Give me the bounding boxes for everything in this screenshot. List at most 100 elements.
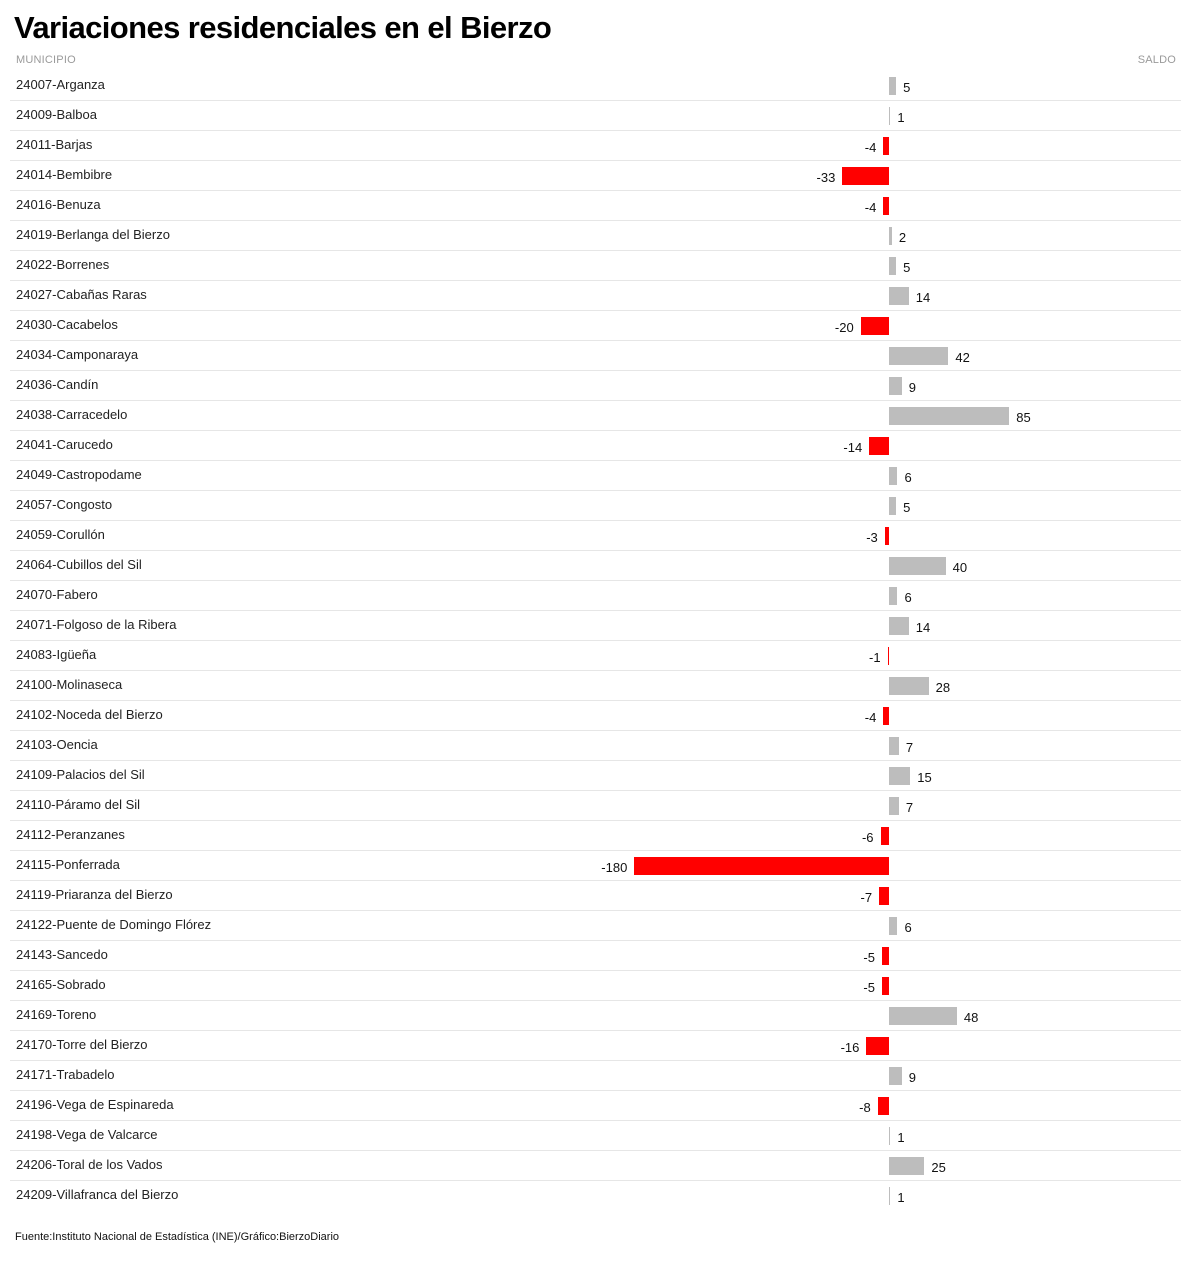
- municipio-label: 24016-Benuza: [16, 197, 101, 212]
- municipio-label: 24011-Barjas: [16, 137, 93, 152]
- bar-value-label: 1: [897, 1130, 905, 1145]
- municipio-label: 24027-Cabañas Raras: [16, 287, 147, 302]
- bar: [889, 257, 897, 275]
- saldo-column-header: SALDO: [1137, 54, 1176, 66]
- table-row: 24110-Páramo del Sil 7: [10, 791, 1181, 821]
- bar: [889, 917, 898, 935]
- bar: [889, 767, 911, 785]
- table-row: 24209-Villafranca del Bierzo 1: [10, 1181, 1181, 1211]
- bar: [881, 947, 889, 965]
- bar: [889, 107, 891, 125]
- municipio-label: 24206-Toral de los Vados: [16, 1157, 163, 1172]
- bar-value-label: 9: [908, 1070, 916, 1085]
- municipio-label: 24171-Trabadelo: [16, 1067, 115, 1082]
- table-row: 24198-Vega de Valcarce 1: [10, 1121, 1181, 1151]
- bar-value-label: 5: [903, 80, 911, 95]
- table-row: 24057-Congosto 5: [10, 491, 1181, 521]
- bar: [889, 737, 899, 755]
- municipio-label: 24165-Sobrado: [16, 977, 106, 992]
- bar-value-label: 7: [905, 740, 914, 755]
- table-row: 24022-Borrenes 5: [10, 251, 1181, 281]
- municipio-label: 24034-Camponaraya: [16, 347, 139, 362]
- municipio-label: 24209-Villafranca del Bierzo: [16, 1187, 179, 1202]
- table-row: 24169-Toreno 48: [10, 1001, 1181, 1031]
- bar-value-label: 1: [897, 110, 905, 125]
- bar-value-label: 6: [904, 590, 912, 605]
- municipio-label: 24143-Sancedo: [16, 947, 108, 962]
- municipio-label: 24059-Corullón: [16, 527, 105, 542]
- table-row: 24019-Berlanga del Bierzo 2: [10, 221, 1181, 251]
- table-row: 24070-Fabero 6: [10, 581, 1181, 611]
- municipio-label: 24071-Folgoso de la Ribera: [16, 617, 177, 632]
- bar: [889, 1007, 957, 1025]
- table-row: 24064-Cubillos del Sil 40: [10, 551, 1181, 581]
- table-row: 24014-Bembibre -33: [10, 161, 1181, 191]
- table-row: 24036-Candín 9: [10, 371, 1181, 401]
- municipio-label: 24007-Arganza: [16, 77, 105, 92]
- bar-value-label: -4: [864, 140, 877, 155]
- bar: [877, 1097, 889, 1115]
- bar-value-label: 85: [1016, 410, 1031, 425]
- bar: [883, 707, 889, 725]
- bar-value-label: -5: [863, 980, 875, 995]
- bar: [889, 77, 897, 95]
- municipio-label: 24064-Cubillos del Sil: [16, 557, 142, 572]
- municipio-label: 24038-Carracedelo: [16, 407, 128, 422]
- table-row: 24143-Sancedo -5: [10, 941, 1181, 971]
- bar: [889, 287, 909, 305]
- bar-value-label: 48: [963, 1010, 979, 1025]
- municipio-label: 24110-Páramo del Sil: [16, 797, 141, 812]
- bar-value-label: 6: [904, 920, 912, 935]
- table-row: 24119-Priaranza del Bierzo -7: [10, 881, 1181, 911]
- bar: [889, 1157, 925, 1175]
- table-row: 24115-Ponferrada -180: [10, 851, 1181, 881]
- municipio-label: 24103-Oencia: [16, 737, 98, 752]
- bar: [889, 377, 902, 395]
- bar: [889, 227, 892, 245]
- table-row: 24112-Peranzanes -6: [10, 821, 1181, 851]
- municipio-label: 24119-Priaranza del Bierzo: [16, 887, 173, 902]
- municipio-column-header: MUNICIPIO: [16, 54, 76, 66]
- municipio-label: 24115-Ponferrada: [16, 857, 120, 872]
- bar-value-label: -33: [816, 170, 836, 185]
- municipio-label: 24100-Molinaseca: [16, 677, 123, 692]
- table-row: 24196-Vega de Espinareda -8: [10, 1091, 1181, 1121]
- municipio-label: 24057-Congosto: [16, 497, 113, 512]
- municipio-label: 24083-Igüeña: [16, 647, 97, 662]
- bar-value-label: -7: [860, 890, 873, 905]
- bar-value-label: -4: [864, 710, 877, 725]
- bar: [884, 527, 889, 545]
- table-row: 24030-Cacabelos -20: [10, 311, 1181, 341]
- table-row: 24206-Toral de los Vados 25: [10, 1151, 1181, 1181]
- table-row: 24034-Camponaraya 42: [10, 341, 1181, 371]
- bar-value-label: -8: [859, 1100, 871, 1115]
- table-row: 24027-Cabañas Raras 14: [10, 281, 1181, 311]
- table-row: 24102-Noceda del Bierzo -4: [10, 701, 1181, 731]
- table-row: 24016-Benuza -4: [10, 191, 1181, 221]
- table-row: 24109-Palacios del Sil 15: [10, 761, 1181, 791]
- bar-value-label: -6: [861, 830, 874, 845]
- bar: [889, 617, 909, 635]
- table-row: 24122-Puente de Domingo Flórez 6: [10, 911, 1181, 941]
- bar-value-label: 14: [915, 620, 931, 635]
- bar: [889, 587, 898, 605]
- bar: [889, 1127, 891, 1145]
- source-note: Fuente:Instituto Nacional de Estadística…: [15, 1231, 340, 1243]
- municipio-label: 24019-Berlanga del Bierzo: [16, 227, 170, 242]
- bar-chart-rows: 24007-Arganza 5 24009-Balboa 1 24011-Barjas -…: [10, 71, 1181, 1211]
- table-row: 24083-Igüeña -1: [10, 641, 1181, 671]
- municipio-label: 24041-Carucedo: [16, 437, 113, 452]
- bar-value-label: -5: [863, 950, 875, 965]
- bar: [889, 677, 929, 695]
- municipio-label: 24112-Peranzanes: [16, 827, 125, 842]
- table-row: 24049-Castropodame 6: [10, 461, 1181, 491]
- bar-value-label: 14: [915, 290, 931, 305]
- table-row: 24007-Arganza 5: [10, 71, 1181, 101]
- bar-value-label: 5: [903, 260, 911, 275]
- municipio-label: 24122-Puente de Domingo Flórez: [16, 917, 212, 932]
- bar: [883, 137, 889, 155]
- bar: [842, 167, 889, 185]
- bar: [883, 197, 889, 215]
- municipio-label: 24014-Bembibre: [16, 167, 113, 182]
- municipio-label: 24070-Fabero: [16, 587, 98, 602]
